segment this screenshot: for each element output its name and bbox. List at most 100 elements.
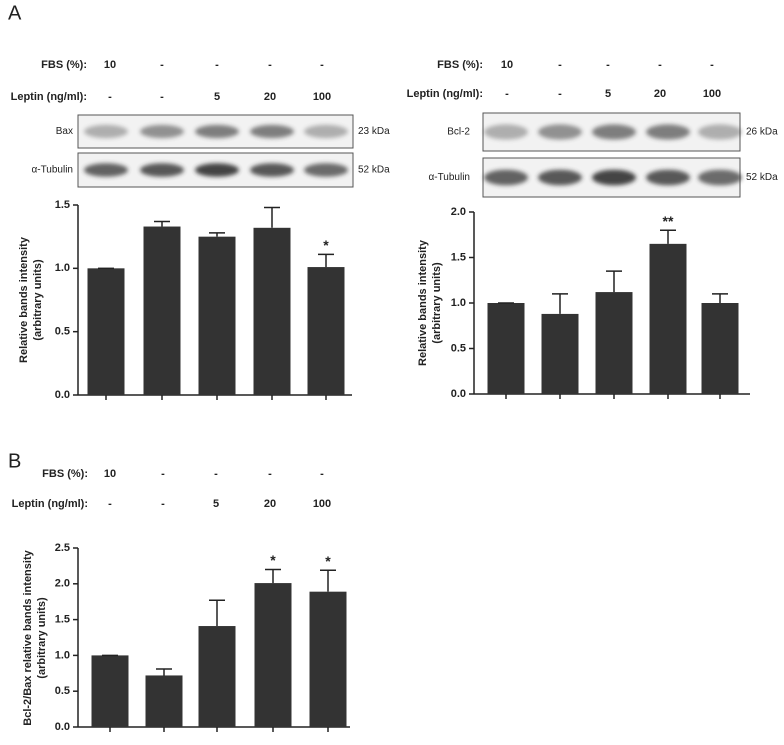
error-bar bbox=[660, 229, 676, 244]
y-axis-label: Relative bands intensity bbox=[18, 236, 30, 363]
y-tick-label: 1.0 bbox=[451, 297, 466, 309]
row-value: - bbox=[161, 468, 165, 480]
error-bar bbox=[209, 599, 225, 627]
y-tick-label: 0.0 bbox=[55, 389, 70, 401]
row-value: - bbox=[160, 91, 164, 103]
row-label: Leptin (ng/ml): bbox=[12, 498, 88, 510]
significance-mark: * bbox=[323, 237, 329, 253]
row-value: - bbox=[320, 468, 324, 480]
y-axis-label: (arbitrary units) bbox=[36, 597, 48, 679]
y-tick-label: 2.5 bbox=[55, 542, 70, 554]
row-value: 20 bbox=[264, 498, 276, 510]
row-value: - bbox=[214, 468, 218, 480]
error-bar bbox=[154, 220, 170, 227]
significance-mark: * bbox=[325, 553, 331, 569]
blot-band bbox=[140, 124, 184, 139]
row-value: - bbox=[505, 88, 509, 100]
row-value: 20 bbox=[654, 88, 666, 100]
row-value: 20 bbox=[264, 91, 276, 103]
blot-band bbox=[484, 124, 528, 140]
y-tick-label: 0.0 bbox=[55, 721, 70, 733]
blot-size: 26 kDa bbox=[746, 127, 778, 138]
row-value: 10 bbox=[104, 468, 116, 480]
blot-band bbox=[195, 163, 239, 177]
error-bar bbox=[265, 568, 281, 584]
bar bbox=[307, 267, 345, 395]
y-axis-label: (arbitrary units) bbox=[32, 259, 44, 341]
error-bar bbox=[209, 232, 225, 237]
row-value: - bbox=[658, 59, 662, 71]
row-value: 10 bbox=[104, 59, 116, 71]
row-value: - bbox=[108, 498, 112, 510]
blot-band bbox=[592, 124, 636, 140]
bar bbox=[143, 226, 181, 395]
bar bbox=[145, 675, 183, 727]
y-axis-label: Relative bands intensity bbox=[417, 239, 429, 366]
error-bar bbox=[712, 293, 728, 303]
y-tick-label: 1.5 bbox=[451, 251, 466, 263]
row-value: - bbox=[606, 59, 610, 71]
row-label: FBS (%): bbox=[42, 468, 88, 480]
significance-mark: ** bbox=[663, 213, 674, 229]
row-value: 10 bbox=[501, 59, 513, 71]
blot-size: 23 kDa bbox=[358, 126, 390, 137]
blot-band bbox=[698, 169, 742, 186]
bar bbox=[87, 268, 125, 395]
blot-band bbox=[592, 169, 636, 186]
blot-band bbox=[698, 124, 742, 140]
blot-size: 52 kDa bbox=[358, 165, 390, 176]
bar bbox=[595, 292, 633, 394]
y-tick-label: 1.5 bbox=[55, 614, 70, 626]
bar bbox=[198, 236, 236, 395]
blot-band bbox=[250, 163, 294, 177]
bar bbox=[487, 303, 525, 394]
blot-band bbox=[484, 169, 528, 186]
row-value: - bbox=[268, 468, 272, 480]
bar bbox=[198, 626, 236, 727]
y-tick-label: 2.0 bbox=[55, 578, 70, 590]
row-value: - bbox=[558, 59, 562, 71]
panel-letter: B bbox=[8, 450, 21, 472]
row-value: - bbox=[710, 59, 714, 71]
y-tick-label: 0.5 bbox=[55, 685, 70, 697]
row-value: 5 bbox=[605, 88, 611, 100]
error-bar bbox=[606, 270, 622, 293]
bar bbox=[254, 583, 292, 727]
significance-mark: * bbox=[270, 552, 276, 568]
blot-band bbox=[538, 124, 582, 140]
blot-band bbox=[250, 124, 294, 139]
y-axis-label: Bcl-2/Bax relative bands intensity bbox=[22, 549, 34, 725]
error-bar bbox=[264, 206, 280, 228]
blot-label: α-Tubulin bbox=[428, 172, 470, 183]
row-label: Leptin (ng/ml): bbox=[407, 88, 483, 100]
blot-label: Bcl-2 bbox=[447, 127, 470, 138]
blot-band bbox=[538, 169, 582, 186]
row-value: 100 bbox=[703, 88, 721, 100]
error-bar bbox=[318, 253, 334, 268]
bar bbox=[91, 655, 129, 727]
blot-band bbox=[140, 163, 184, 177]
blot-band bbox=[646, 124, 690, 140]
blot-label: α-Tubulin bbox=[31, 165, 73, 176]
blot-band bbox=[195, 124, 239, 139]
error-bar bbox=[320, 569, 336, 592]
row-value: 100 bbox=[313, 498, 331, 510]
row-value: - bbox=[320, 59, 324, 71]
error-bar bbox=[156, 668, 172, 676]
row-value: - bbox=[161, 498, 165, 510]
row-value: - bbox=[558, 88, 562, 100]
row-label: FBS (%): bbox=[41, 59, 87, 71]
blot-band bbox=[304, 124, 348, 139]
panel-letter: A bbox=[8, 2, 22, 24]
row-value: 5 bbox=[214, 91, 220, 103]
row-value: 5 bbox=[213, 498, 219, 510]
row-value: - bbox=[215, 59, 219, 71]
row-value: - bbox=[108, 91, 112, 103]
y-tick-label: 0.5 bbox=[451, 342, 466, 354]
row-value: 100 bbox=[313, 91, 331, 103]
bar bbox=[649, 243, 687, 394]
y-axis-label: (arbitrary units) bbox=[431, 262, 443, 344]
y-tick-label: 2.0 bbox=[451, 206, 466, 218]
y-tick-label: 0.5 bbox=[55, 326, 70, 338]
